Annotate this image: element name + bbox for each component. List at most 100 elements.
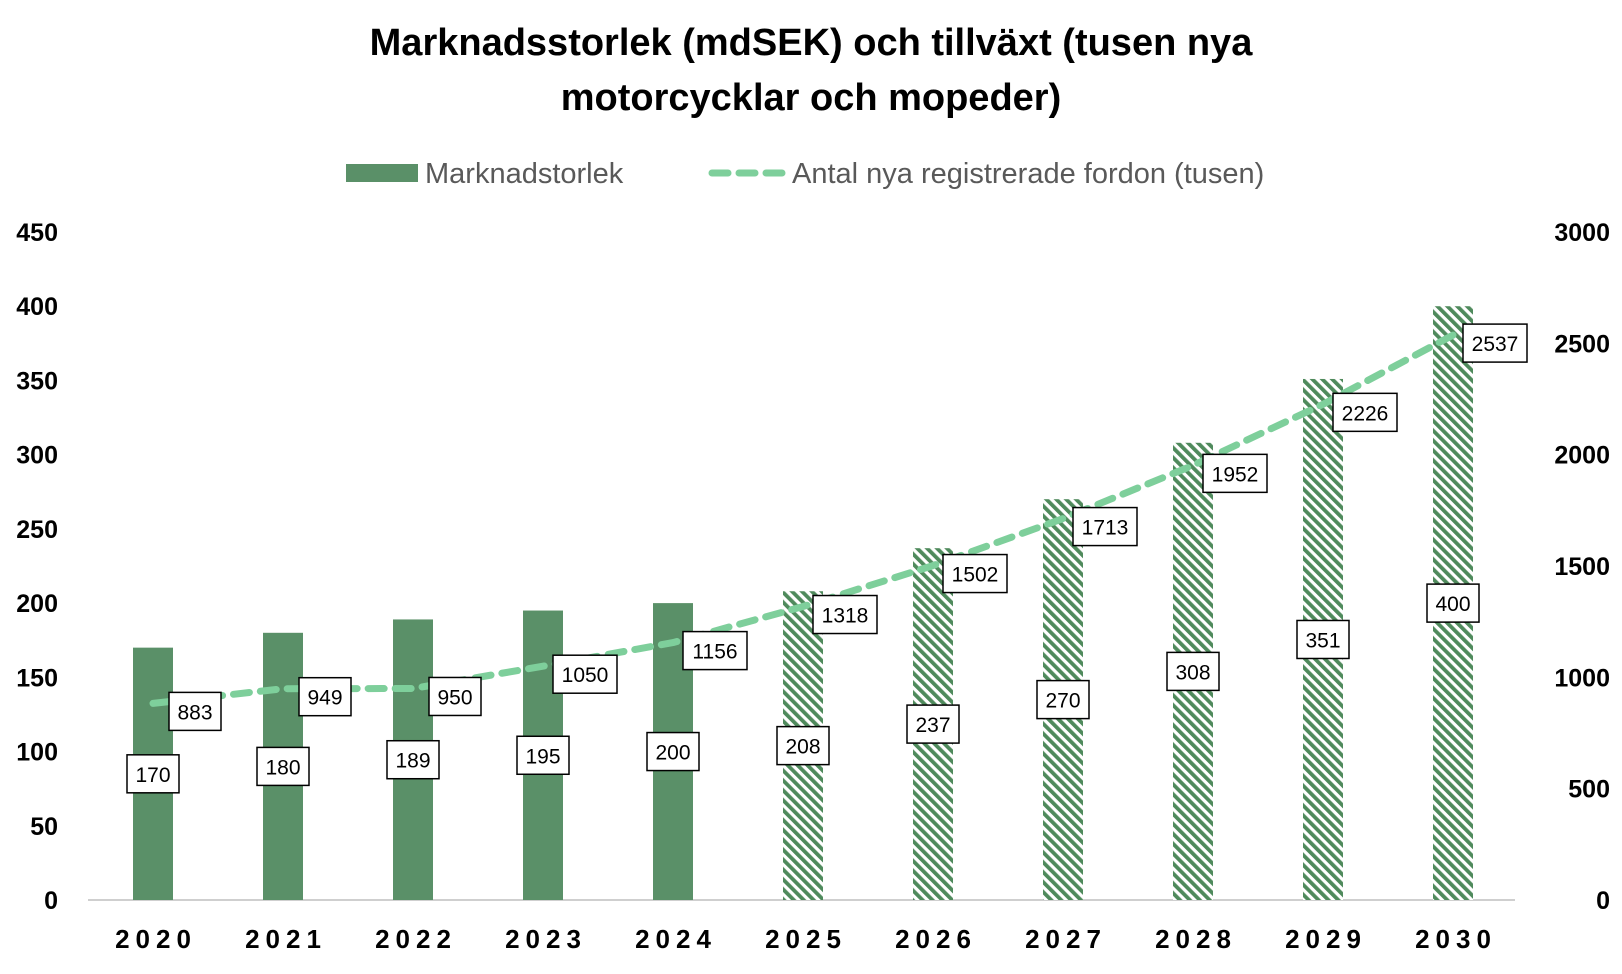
line-label-2022: 950 xyxy=(428,676,482,717)
line-label-2026-box xyxy=(942,553,1008,594)
line-label-2027-box xyxy=(1072,506,1138,547)
bar-label-2026: 237 xyxy=(906,704,960,744)
bar-label-2025-text: 208 xyxy=(785,736,820,759)
line-label-2027: 1713 xyxy=(1072,506,1138,547)
line-label-2028-text: 1952 xyxy=(1212,463,1259,486)
line-label-2023-box xyxy=(552,654,618,694)
left-axis: 0 50 100 150 200 250 300 350 400 450 xyxy=(16,219,58,915)
line-label-2026-text: 1502 xyxy=(952,564,999,587)
line-label-2029-text: 2226 xyxy=(1342,402,1389,425)
right-axis-tick-label: 1500 xyxy=(1554,553,1610,581)
line-label-2020-text: 883 xyxy=(177,701,212,724)
line-label-2029-box xyxy=(1332,392,1398,433)
left-axis-tick-label: 250 xyxy=(16,516,58,544)
chart-title-line-2: motorcycklar och mopeder) xyxy=(561,77,1061,119)
bar-label-2029: 351 xyxy=(1296,619,1350,660)
left-axis-tick-label: 400 xyxy=(16,293,58,321)
bar-label-2024-box xyxy=(646,731,700,772)
line-label-2025-text: 1318 xyxy=(822,605,869,628)
bar-label-2022: 189 xyxy=(386,739,440,780)
right-axis-tick-label: 2000 xyxy=(1554,442,1610,470)
bar-label-2021: 180 xyxy=(256,746,310,787)
right-axis: 0 500 1000 1500 2000 2500 3000 xyxy=(1554,219,1610,915)
line-label-2030-box xyxy=(1462,323,1528,363)
bar-label-2020: 170 xyxy=(126,754,180,794)
left-axis-tick-label: 450 xyxy=(16,219,58,247)
line-label-2024-text: 1156 xyxy=(692,641,737,664)
line-label-2020: 883 xyxy=(168,691,222,732)
right-axis-tick-label: 3000 xyxy=(1554,219,1610,247)
line-label-2023: 1050 xyxy=(552,654,618,694)
bar-label-2025-box xyxy=(776,725,830,766)
bar-label-2030: 400 xyxy=(1426,583,1480,623)
bar-label-2023: 195 xyxy=(516,735,570,776)
line-label-2030-text: 2537 xyxy=(1472,333,1519,356)
bar-label-2028-box xyxy=(1166,651,1220,692)
chart-title-line-1: Marknadsstorlek (mdSEK) och tillväxt (tu… xyxy=(370,22,1254,64)
left-axis-tick-label: 50 xyxy=(30,813,58,841)
x-axis-label-2030: 2030 xyxy=(1415,924,1497,954)
bar-label-2028: 308 xyxy=(1166,651,1220,692)
bar-label-2022-box xyxy=(386,739,440,780)
bar-label-2020-box xyxy=(126,754,180,794)
bar-label-2024-text: 200 xyxy=(655,742,690,765)
bar-label-2030-text: 400 xyxy=(1435,593,1470,616)
line-label-2030: 2537 xyxy=(1462,323,1528,363)
line-label-2022-text: 950 xyxy=(437,686,472,709)
data-labels: 883 949 950 1050 1156 1318 1502 1713 1952 2226 253… xyxy=(126,323,1528,794)
right-axis-tick-label: 2500 xyxy=(1554,330,1610,358)
line-label-2028-box xyxy=(1202,453,1268,494)
left-axis-tick-label: 300 xyxy=(16,442,58,470)
bar-label-2030-box xyxy=(1426,583,1480,623)
x-axis-label-2025: 2025 xyxy=(765,924,847,954)
left-axis-tick-label: 200 xyxy=(16,590,58,618)
line-label-2026: 1502 xyxy=(942,553,1008,594)
bar-label-2027-box xyxy=(1036,679,1090,720)
left-axis-tick-label: 150 xyxy=(16,664,58,692)
bar-label-2023-box xyxy=(516,735,570,776)
right-axis-tick-label: 0 xyxy=(1596,887,1610,915)
bar-label-2023-text: 195 xyxy=(525,745,560,768)
line-label-2021: 949 xyxy=(298,676,352,717)
bar-label-2024: 200 xyxy=(646,731,700,772)
legend-swatch-bar xyxy=(346,164,418,182)
x-axis-label-2020: 2020 xyxy=(115,924,197,954)
bar-label-2020-text: 170 xyxy=(135,764,170,787)
left-axis-tick-label: 100 xyxy=(16,739,58,767)
x-axis-label-2023: 2023 xyxy=(505,924,587,954)
x-axis-label-2022: 2022 xyxy=(375,924,457,954)
bar-label-2025: 208 xyxy=(776,725,830,766)
line-label-2021-box xyxy=(298,676,352,717)
bar-label-2022-text: 189 xyxy=(395,750,430,773)
legend-label-line: Antal nya registrerade fordon (tusen) xyxy=(792,158,1264,190)
x-axis-label-2028: 2028 xyxy=(1155,924,1237,954)
bar-label-2029-text: 351 xyxy=(1305,629,1340,652)
x-axis-label-2027: 2027 xyxy=(1025,924,1107,954)
left-axis-tick-label: 0 xyxy=(44,887,58,915)
x-axis-label-2029: 2029 xyxy=(1285,924,1367,954)
bar-label-2026-box xyxy=(906,704,960,744)
bar-label-2021-box xyxy=(256,746,310,787)
line-label-2028: 1952 xyxy=(1202,453,1268,494)
x-axis-label-2026: 2026 xyxy=(895,924,977,954)
bar-label-2027: 270 xyxy=(1036,679,1090,720)
line-label-2027-text: 1713 xyxy=(1082,517,1129,540)
line-label-2024-box xyxy=(682,630,748,671)
x-axis-labels: 2020 2021 2022 2023 2024 2025 2026 2027 2028 2029… xyxy=(115,924,1497,954)
bar-label-2029-box xyxy=(1296,619,1350,660)
line-label-2025: 1318 xyxy=(812,594,878,635)
line-label-2023-text: 1050 xyxy=(562,664,609,687)
bar-label-2028-text: 308 xyxy=(1175,661,1210,684)
line-label-2021-text: 949 xyxy=(307,687,342,710)
line-label-2029: 2226 xyxy=(1332,392,1398,433)
right-axis-tick-label: 1000 xyxy=(1554,664,1610,692)
left-axis-tick-label: 350 xyxy=(16,367,58,395)
line-series-path xyxy=(149,331,1457,707)
bar-label-2021-text: 180 xyxy=(265,756,300,779)
x-axis-label-2021: 2021 xyxy=(245,924,327,954)
line-label-2025-box xyxy=(812,594,878,635)
bar-label-2027-text: 270 xyxy=(1045,690,1080,713)
line-label-2022-box xyxy=(428,676,482,717)
legend: Marknadstorlek Antal nya registrerade fo… xyxy=(346,158,1264,190)
